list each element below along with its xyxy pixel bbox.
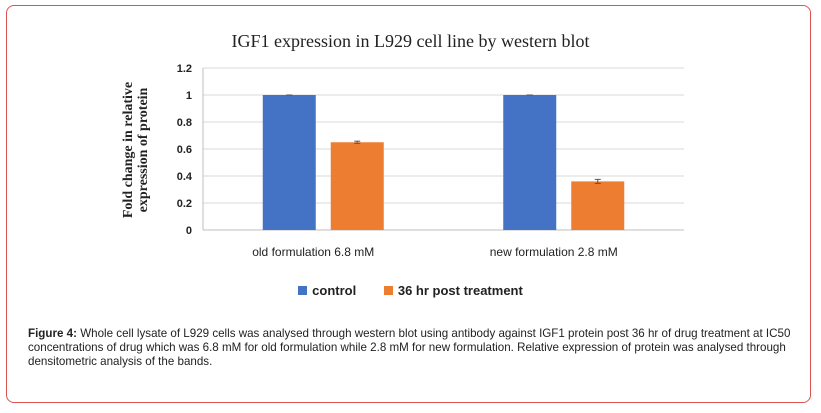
x-category-label: old formulation 6.8 mM [252, 245, 374, 259]
legend: control 36 hr post treatment [0, 283, 821, 298]
legend-label-control: control [312, 283, 357, 298]
legend-swatch-control [298, 286, 308, 295]
legend-swatch-treatment [383, 286, 393, 295]
figure-frame [6, 5, 811, 403]
bar [571, 181, 625, 230]
chart-title: IGF1 expression in L929 cell line by wes… [231, 31, 590, 51]
bar [330, 142, 384, 230]
y-tick-label: 0.2 [177, 198, 192, 210]
bar [262, 95, 316, 230]
figure-caption: Figure 4: Whole cell lysate of L929 cell… [28, 327, 798, 369]
y-tick-label: 1.2 [177, 63, 192, 75]
y-tick-label: 0 [186, 225, 192, 237]
legend-item-control: control [298, 283, 356, 298]
y-tick-label: 0.6 [177, 144, 192, 156]
y-tick-label: 0.4 [177, 171, 193, 183]
y-tick-label: 1 [186, 90, 192, 102]
legend-label-treatment: 36 hr post treatment [397, 283, 523, 298]
y-tick-label: 0.8 [177, 117, 192, 129]
bar [503, 95, 557, 230]
caption-text: Whole cell lysate of L929 cells was anal… [28, 327, 791, 368]
x-category-label: new formulation 2.8 mM [490, 245, 618, 259]
legend-item-treatment: 36 hr post treatment [383, 283, 523, 298]
caption-label: Figure 4: [28, 327, 77, 340]
